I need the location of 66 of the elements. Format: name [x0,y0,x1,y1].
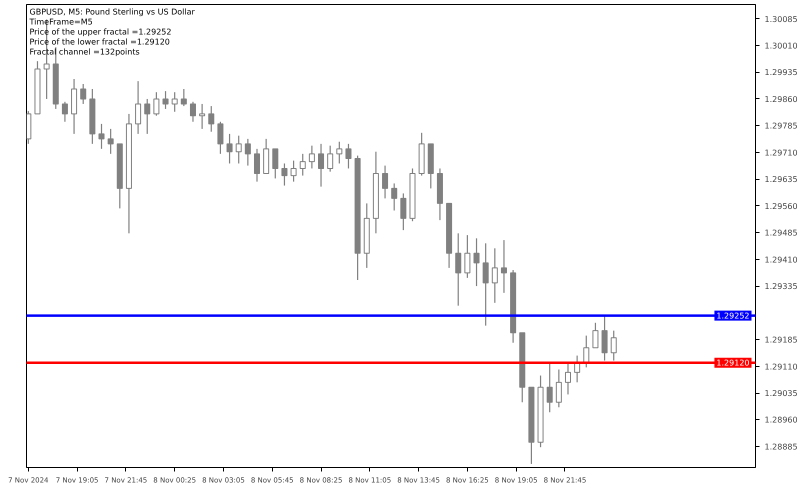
candlestick [308,145,315,170]
candlestick [108,128,114,154]
candlestick [474,238,480,287]
candlestick [382,165,388,199]
y-tick-label: 1.29935 [764,68,798,78]
candlestick [300,153,306,176]
annotation: TimeFrame=M5 [28,18,93,26]
y-tick-label: 1.28885 [764,442,798,452]
y-tick-label: 1.29860 [764,94,798,104]
y-tick-label: 1.29110 [764,362,798,372]
candlestick [244,138,251,166]
candlestick [172,92,178,112]
y-tick-label: 1.29710 [764,148,798,158]
y-tick-label: 1.29335 [764,282,798,292]
y-tick-label: 1.29560 [764,202,798,211]
candlestick [217,121,224,154]
candlestick [62,101,68,122]
candlestick [556,368,562,408]
ref-line-label: 1.29120 [716,358,750,368]
candlestick [610,330,617,362]
candlestick [564,362,572,396]
candlestick [318,143,324,188]
candlestick [281,162,288,186]
candlestick [345,143,352,170]
y-tick-label: 1.29410 [764,255,798,264]
candlestick [208,105,214,132]
candlestick [455,232,462,306]
candlestick [492,248,498,304]
candlestick [336,141,342,164]
annotation: Fractal channel =132points [30,48,140,56]
candlestick [272,148,278,180]
candlestick [327,145,334,172]
annotation: Price of the lower fractal =1.29120 [30,38,170,46]
candlestick [546,362,553,413]
y-tick-label: 1.30085 [764,14,798,24]
candlestick [144,98,150,134]
candlestick [391,182,398,212]
candlestick [199,103,206,130]
candlestick [180,88,187,107]
y-tick-label: 1.29785 [764,122,798,131]
candlestick [236,135,242,164]
candlestick [602,315,608,362]
annotation: Price of the upper fractal =1.29252 [30,28,172,36]
candlestick [482,242,489,326]
y-tick-label: 1.30010 [764,41,798,50]
y-tick-label: 1.28960 [764,416,798,425]
candlestick [190,101,196,122]
chart-title: GBPUSD, M5: Pound Sterling vs US Dollar [30,8,196,16]
y-tick-label: 1.29485 [764,228,798,238]
candlestick [162,90,169,110]
candlestick [153,92,160,116]
y-tick-label: 1.29185 [764,336,798,345]
candlestick [464,234,470,278]
candlestick [583,335,590,368]
candlestick [98,123,105,150]
candlestick [80,83,86,105]
y-tick-label: 1.29635 [764,175,798,184]
candlestick [135,80,142,134]
ref-line-label: 1.29252 [716,312,750,321]
candlestick [500,240,507,294]
candlestick [592,322,598,348]
candlestick [400,192,406,231]
candlestick [254,148,260,182]
candlestick [226,133,233,164]
candlestick [290,160,297,182]
y-tick-label: 1.29035 [764,389,798,398]
